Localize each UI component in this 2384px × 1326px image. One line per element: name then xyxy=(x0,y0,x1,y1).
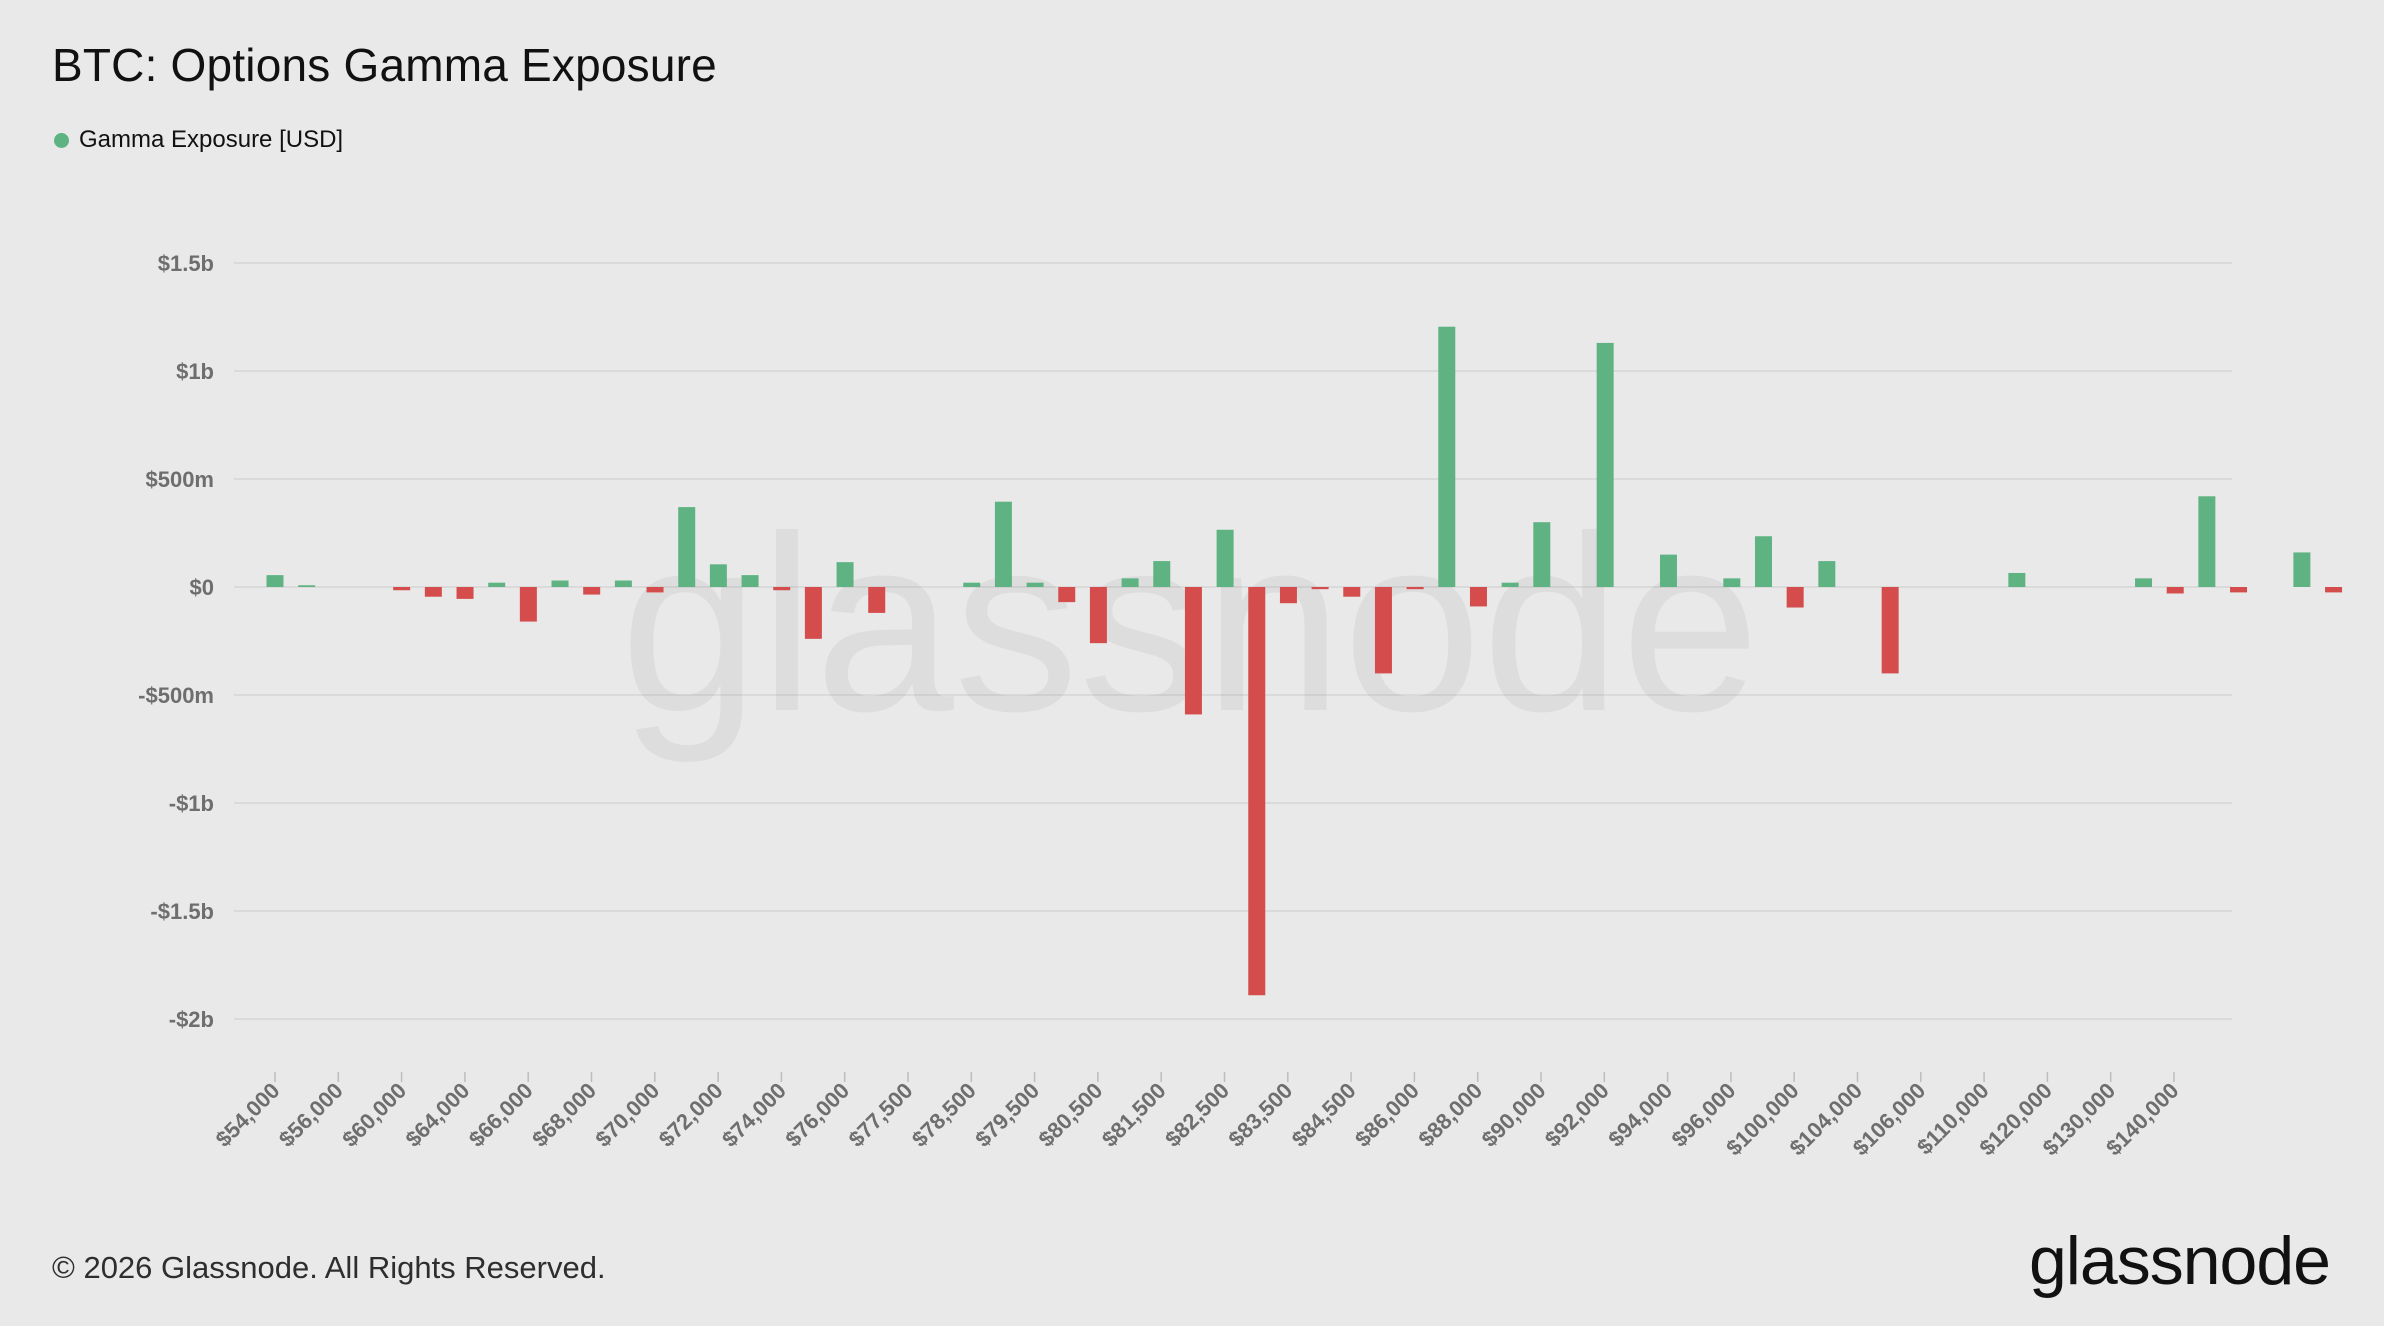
y-axis-ticks: $1.5b $1b $500m $0 -$500m -$1b -$1.5b -$2b xyxy=(138,251,214,1032)
bar[interactable] xyxy=(298,585,316,587)
x-tick-label: $81,500 xyxy=(1097,1078,1171,1152)
bar[interactable] xyxy=(646,587,664,593)
bar[interactable] xyxy=(2135,578,2153,587)
bar[interactable] xyxy=(583,587,601,595)
bar[interactable] xyxy=(1786,587,1804,608)
bar[interactable] xyxy=(266,575,284,587)
bar[interactable] xyxy=(488,582,506,587)
bar[interactable] xyxy=(1279,587,1297,604)
bar[interactable] xyxy=(994,501,1012,587)
y-tick-label: -$1b xyxy=(169,791,214,816)
bar[interactable] xyxy=(2230,587,2248,593)
bar[interactable] xyxy=(614,580,632,587)
x-tick-label: $60,000 xyxy=(337,1078,411,1152)
bar[interactable] xyxy=(1311,587,1329,590)
bar[interactable] xyxy=(1438,326,1456,587)
bar[interactable] xyxy=(1754,536,1772,587)
chart-title: BTC: Options Gamma Exposure xyxy=(52,39,717,91)
y-tick-label: -$500m xyxy=(138,683,214,708)
bar[interactable] xyxy=(1818,561,1836,587)
bar[interactable] xyxy=(2293,552,2311,587)
x-tick-label: $79,500 xyxy=(970,1078,1044,1152)
y-tick-label: $0 xyxy=(190,575,214,600)
bar[interactable] xyxy=(1596,342,1614,587)
x-tick-label: $66,000 xyxy=(464,1078,538,1152)
bar[interactable] xyxy=(1501,582,1519,587)
bar[interactable] xyxy=(424,587,442,597)
bar[interactable] xyxy=(1089,587,1107,644)
bar[interactable] xyxy=(1723,578,1741,587)
bar[interactable] xyxy=(2325,587,2343,593)
x-tick-label: $72,000 xyxy=(654,1078,728,1152)
x-tick-label: $70,000 xyxy=(590,1078,664,1152)
x-tick-label: $54,000 xyxy=(211,1078,285,1152)
bar[interactable] xyxy=(709,564,727,587)
bar[interactable] xyxy=(1659,554,1677,587)
x-tick-label: $68,000 xyxy=(527,1078,601,1152)
bar[interactable] xyxy=(1153,561,1171,587)
glassnode-logo[interactable]: glassnode xyxy=(2028,1223,2331,1299)
bar[interactable] xyxy=(1121,578,1139,587)
x-tick-label: $78,500 xyxy=(907,1078,981,1152)
bar[interactable] xyxy=(1216,529,1234,587)
bar[interactable] xyxy=(963,582,981,587)
bar[interactable] xyxy=(1184,587,1202,715)
x-tick-label: $84,500 xyxy=(1287,1078,1361,1152)
bar[interactable] xyxy=(836,562,854,587)
bar[interactable] xyxy=(1881,587,1899,674)
y-tick-label: $1b xyxy=(176,359,214,384)
bar[interactable] xyxy=(1469,587,1487,607)
bar[interactable] xyxy=(741,575,759,587)
y-tick-label: -$2b xyxy=(169,1007,214,1032)
x-axis-ticks: $54,000$56,000$60,000$64,000$66,000$68,0… xyxy=(211,1072,2184,1160)
legend[interactable]: Gamma Exposure [USD] xyxy=(54,126,343,154)
bar[interactable] xyxy=(393,587,411,591)
x-tick-label: $92,000 xyxy=(1540,1078,1614,1152)
x-tick-label: $82,500 xyxy=(1160,1078,1234,1152)
x-tick-label: $90,000 xyxy=(1477,1078,1551,1152)
x-tick-label: $77,500 xyxy=(844,1078,918,1152)
bar[interactable] xyxy=(456,587,474,599)
x-tick-label: $56,000 xyxy=(274,1078,348,1152)
x-tick-label: $64,000 xyxy=(401,1078,475,1152)
bar[interactable] xyxy=(1343,587,1361,597)
x-tick-label: $83,500 xyxy=(1223,1078,1297,1152)
bar[interactable] xyxy=(1406,587,1424,590)
bars xyxy=(266,326,2343,996)
bar[interactable] xyxy=(1374,587,1392,674)
legend-color-dot xyxy=(54,132,69,148)
y-tick-label: $500m xyxy=(145,467,214,492)
bar[interactable] xyxy=(804,587,822,639)
copyright-footer: © 2026 Glassnode. All Rights Reserved. xyxy=(52,1250,606,1285)
bar[interactable] xyxy=(678,507,696,587)
bar[interactable] xyxy=(2008,572,2026,587)
bar[interactable] xyxy=(2166,587,2184,594)
bar[interactable] xyxy=(773,587,791,591)
y-tick-label: $1.5b xyxy=(158,251,214,276)
bar[interactable] xyxy=(2198,496,2216,587)
x-tick-label: $94,000 xyxy=(1603,1078,1677,1152)
x-tick-label: $86,000 xyxy=(1350,1078,1424,1152)
x-tick-label: $80,500 xyxy=(1034,1078,1108,1152)
x-tick-label: $88,000 xyxy=(1413,1078,1487,1152)
bar[interactable] xyxy=(868,587,886,613)
x-tick-label: $76,000 xyxy=(780,1078,854,1152)
bar[interactable] xyxy=(1248,587,1266,996)
bar[interactable] xyxy=(1058,587,1076,603)
bar[interactable] xyxy=(519,587,537,622)
bar[interactable] xyxy=(551,580,569,587)
bar[interactable] xyxy=(1533,522,1551,587)
x-tick-label: $74,000 xyxy=(717,1078,791,1152)
legend-label: Gamma Exposure [USD] xyxy=(79,126,344,153)
bar[interactable] xyxy=(1026,582,1044,587)
y-tick-label: -$1.5b xyxy=(150,899,214,924)
